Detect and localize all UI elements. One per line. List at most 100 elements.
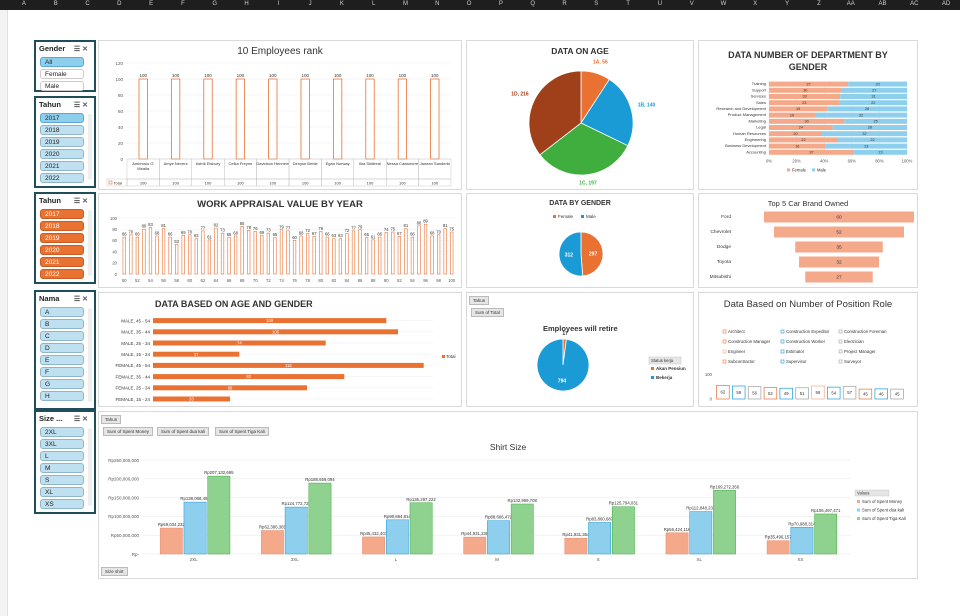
bar[interactable] — [689, 511, 713, 555]
bar[interactable] — [319, 231, 323, 275]
bar[interactable] — [795, 387, 809, 400]
bar-male[interactable] — [832, 125, 907, 130]
slicer-item[interactable]: 2018 — [40, 125, 84, 135]
slicer-item[interactable]: 2022 — [40, 173, 84, 183]
slicer-scrollbar[interactable] — [88, 308, 92, 402]
slicer-item[interactable]: D — [40, 343, 84, 353]
column-header[interactable]: Y — [785, 1, 790, 7]
column-header[interactable]: P — [498, 1, 503, 7]
bar-female[interactable] — [769, 100, 840, 106]
bar[interactable] — [266, 232, 270, 275]
bar[interactable] — [153, 396, 230, 402]
pivot-value-button-1[interactable]: Sum of Spent Money — [103, 427, 154, 436]
bar[interactable] — [153, 351, 240, 357]
bar[interactable] — [564, 537, 588, 555]
slicer-item[interactable]: 2021 — [40, 257, 84, 267]
slicer-scrollbar[interactable] — [88, 428, 92, 506]
bar[interactable] — [135, 236, 139, 275]
slicer-scrollbar[interactable] — [88, 114, 92, 180]
bar[interactable] — [155, 235, 159, 275]
bar-male[interactable] — [822, 131, 907, 137]
column-header[interactable]: T — [626, 1, 630, 7]
column-header[interactable]: S — [594, 1, 599, 7]
clear-filter-icon[interactable]: ☰✕ — [73, 295, 90, 303]
column-header[interactable]: B — [53, 1, 58, 7]
column-header[interactable]: L — [372, 1, 376, 7]
bar[interactable] — [827, 386, 841, 400]
bar[interactable] — [385, 519, 409, 555]
pie-slice[interactable] — [528, 70, 582, 156]
slicer-item[interactable]: C — [40, 331, 84, 341]
bar[interactable] — [463, 536, 487, 555]
column-header[interactable]: U — [657, 1, 663, 7]
column-header[interactable]: I — [277, 1, 280, 7]
bar-male[interactable] — [854, 149, 907, 155]
bar[interactable] — [665, 532, 689, 555]
bar[interactable] — [790, 527, 814, 555]
bar[interactable] — [253, 231, 257, 275]
slicer-item[interactable]: 3XL — [40, 439, 84, 449]
bar[interactable] — [308, 482, 332, 555]
bar[interactable] — [247, 230, 251, 275]
bar[interactable] — [384, 232, 388, 275]
slicer-item[interactable]: 2020 — [40, 245, 84, 255]
pivot-value-button-3[interactable]: Sum of Spent Tiga Kali — [215, 427, 269, 436]
bar[interactable] — [747, 386, 762, 400]
slicer-item[interactable]: S — [40, 475, 84, 485]
bar[interactable] — [378, 236, 382, 275]
bar[interactable] — [338, 238, 343, 275]
bar-female[interactable] — [769, 131, 823, 137]
bar[interactable] — [235, 78, 246, 160]
bar[interactable] — [194, 238, 198, 275]
bar-female[interactable] — [769, 112, 815, 118]
funnel-bar[interactable] — [795, 241, 883, 253]
bar[interactable] — [351, 230, 356, 275]
bar[interactable] — [763, 387, 778, 400]
column-header[interactable]: J — [308, 1, 312, 7]
bar[interactable] — [306, 233, 310, 275]
bar[interactable] — [261, 530, 284, 555]
bar[interactable] — [214, 227, 218, 275]
slicer-item[interactable]: 2019 — [40, 137, 84, 147]
bar[interactable] — [268, 78, 278, 160]
bar[interactable] — [332, 78, 343, 160]
bar-male[interactable] — [827, 106, 907, 112]
bar[interactable] — [153, 318, 387, 324]
bar[interactable] — [417, 225, 421, 275]
bar[interactable] — [175, 244, 179, 275]
bar[interactable] — [183, 501, 207, 555]
bar[interactable] — [286, 230, 290, 275]
slicer-item[interactable]: XL — [40, 487, 84, 497]
clear-filter-icon[interactable]: ☰✕ — [73, 197, 90, 205]
bar[interactable] — [397, 78, 408, 160]
bar[interactable] — [325, 236, 329, 275]
bar[interactable] — [279, 229, 284, 275]
column-header[interactable]: G — [212, 1, 218, 7]
pivot-value-button[interactable]: Sum of Total — [471, 308, 504, 317]
bar[interactable] — [588, 522, 612, 555]
bar-male[interactable] — [848, 81, 907, 87]
column-header[interactable]: A — [21, 1, 26, 7]
slicer-item[interactable]: F — [40, 367, 84, 377]
bar[interactable] — [766, 540, 790, 555]
bar-female[interactable] — [769, 81, 849, 87]
slicer-scrollbar[interactable] — [88, 210, 92, 276]
bar-female[interactable] — [769, 118, 845, 124]
bar[interactable] — [391, 231, 395, 275]
bar[interactable] — [345, 233, 349, 275]
bar[interactable] — [430, 78, 440, 160]
bar[interactable] — [161, 228, 166, 275]
bar[interactable] — [397, 236, 401, 275]
column-header[interactable]: AA — [846, 1, 855, 7]
bar[interactable] — [153, 374, 345, 380]
bar[interactable] — [207, 239, 212, 275]
column-header[interactable]: F — [181, 1, 185, 7]
bar-male[interactable] — [815, 112, 907, 118]
column-header[interactable]: AB — [878, 1, 887, 7]
bar[interactable] — [188, 234, 192, 275]
bar[interactable] — [362, 536, 385, 555]
bar[interactable] — [404, 228, 408, 275]
bar[interactable] — [207, 475, 231, 555]
slicer-item[interactable]: B — [40, 319, 84, 329]
column-header[interactable]: AD — [941, 1, 951, 7]
